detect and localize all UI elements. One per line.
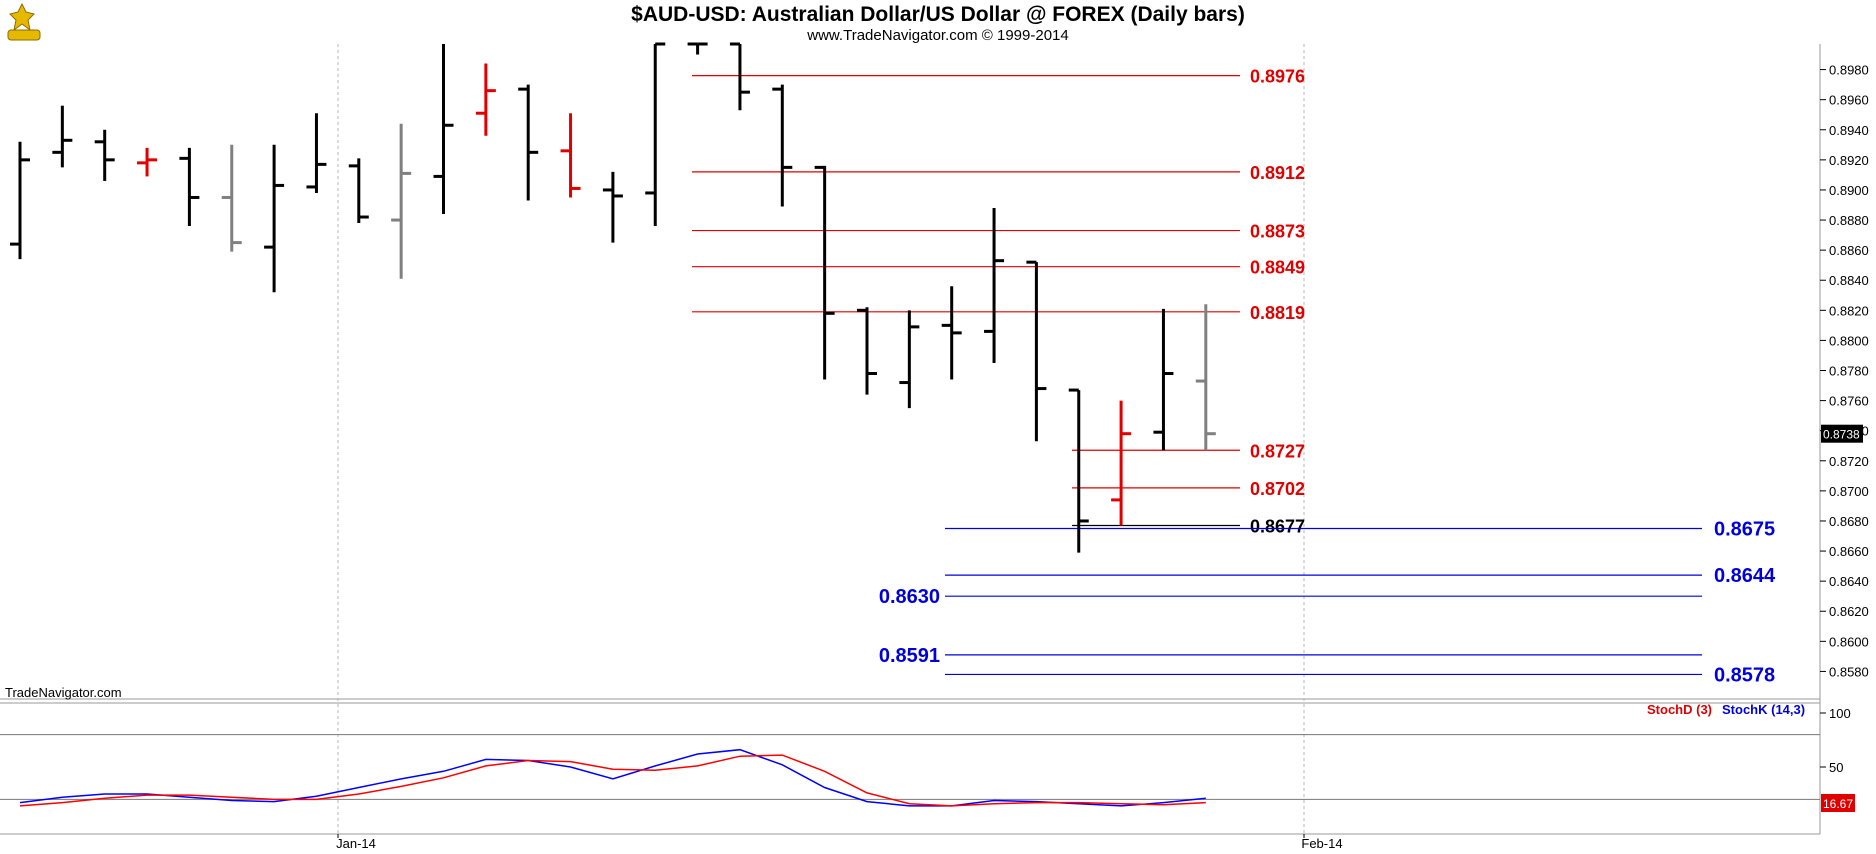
- stoch-tick-label: 50: [1829, 760, 1843, 775]
- ohlc-bar: [475, 63, 496, 136]
- vertical-gridlines: [337, 44, 1305, 834]
- ohlc-bar: [729, 42, 750, 111]
- price-tick-label: 0.8680: [1829, 514, 1869, 529]
- ohlc-bar: [984, 208, 1005, 363]
- time-axis: Jan-14 Feb-14: [336, 834, 1343, 851]
- watermark: TradeNavigator.com: [5, 685, 122, 700]
- price-tick-label: 0.8760: [1829, 394, 1869, 409]
- ohlc-bar: [941, 286, 962, 380]
- price-tick-label: 0.8940: [1829, 123, 1869, 138]
- ohlc-bar: [137, 147, 158, 177]
- price-tick-label: 0.8580: [1829, 664, 1869, 679]
- ohlc-bar: [560, 113, 581, 198]
- ohlc-bar: [94, 129, 115, 181]
- price-tick-label: 0.8780: [1829, 364, 1869, 379]
- price-level-label: 0.8873: [1250, 222, 1305, 242]
- price-tick-label: 0.8800: [1829, 333, 1869, 348]
- price-tick-label: 0.8600: [1829, 634, 1869, 649]
- stoch-legend-item: StochK (14,3): [1722, 702, 1805, 717]
- chart-subtitle: www.TradeNavigator.com © 1999-2014: [806, 27, 1068, 44]
- ohlc-bar: [687, 42, 708, 55]
- stoch-d-line: [19, 754, 1206, 807]
- stoch-last-value-tag: [1821, 793, 1855, 812]
- ohlc-bar: [1068, 388, 1089, 553]
- ohlc-bar: [391, 123, 412, 279]
- stoch-legend-item: StochD (3): [1647, 702, 1712, 717]
- last-price-label: 0.8738: [1823, 428, 1860, 442]
- price-level-label: 0.8976: [1250, 67, 1305, 87]
- price-levels: 0.8976 0.8912 0.8873 0.8849 0.8819 0.8727 0.87…: [692, 67, 1776, 686]
- ohlc-bar: [518, 84, 539, 201]
- price-tick-label: 0.8900: [1829, 183, 1869, 198]
- price-level-label: 0.8819: [1250, 303, 1305, 323]
- price-tick-label: 0.8720: [1829, 454, 1869, 469]
- price-level-label: 0.8912: [1250, 163, 1305, 183]
- chart-title: $AUD-USD: Australian Dollar/US Dollar @ …: [631, 3, 1245, 26]
- ohlc-bar: [433, 44, 454, 215]
- time-tick-label: Jan-14: [336, 836, 376, 851]
- price-level-label: 0.8727: [1250, 441, 1305, 461]
- ohlc-bar: [10, 141, 30, 260]
- price-level-label: 0.8849: [1250, 258, 1305, 278]
- price-level-label: 0.8578: [1714, 664, 1775, 686]
- ohlc-bar: [179, 147, 200, 227]
- price-tick-label: 0.8960: [1829, 93, 1869, 108]
- last-price-tag: [1821, 424, 1863, 443]
- price-tick-label: 0.8920: [1829, 153, 1869, 168]
- price-tick-label: 0.8880: [1829, 213, 1869, 228]
- price-level-label: 0.8591: [879, 645, 940, 667]
- ohlc-bar: [645, 42, 666, 227]
- stochastic-panel: 100 50 StochD (3) StochK (14,3) 16.67: [0, 702, 1855, 812]
- price-level-label: 0.8702: [1250, 479, 1305, 499]
- tradenavigator-logo-icon: [7, 2, 41, 41]
- price-axis: 0.8980 0.8960 0.8940 0.8920 0.8900 0.8880 0.88…: [1820, 63, 1869, 679]
- ohlc-bars: [10, 42, 1216, 553]
- ohlc-bar: [348, 158, 369, 224]
- price-tick-label: 0.8840: [1829, 273, 1869, 288]
- price-tick-label: 0.8820: [1829, 303, 1869, 318]
- stoch-tick-label: 100: [1829, 706, 1851, 721]
- ohlc-bar: [221, 144, 242, 252]
- ohlc-bar: [264, 144, 285, 293]
- price-tick-label: 0.8660: [1829, 544, 1869, 559]
- price-tick-label: 0.8620: [1829, 604, 1869, 619]
- price-level-label: 0.8630: [879, 586, 940, 608]
- stoch-last-value-label: 16.67: [1823, 797, 1853, 811]
- ohlc-bar: [857, 307, 877, 395]
- ohlc-bar: [602, 171, 623, 243]
- price-level-label: 0.8677: [1250, 516, 1305, 536]
- ohlc-bar: [306, 113, 327, 193]
- price-level-label: 0.8644: [1714, 565, 1776, 587]
- ohlc-bar: [1153, 308, 1174, 451]
- time-tick-label: Feb-14: [1301, 836, 1342, 851]
- ohlc-bar: [1195, 304, 1216, 451]
- price-level-label: 0.8675: [1714, 518, 1775, 540]
- price-tick-label: 0.8640: [1829, 574, 1869, 589]
- ohlc-bar: [1111, 400, 1132, 526]
- price-tick-label: 0.8860: [1829, 243, 1869, 258]
- ohlc-bar: [52, 105, 73, 168]
- ohlc-bar: [899, 310, 920, 409]
- ohlc-bar: [772, 84, 793, 207]
- ohlc-bar: [814, 165, 835, 380]
- ohlc-bar: [1026, 260, 1047, 442]
- price-tick-label: 0.8980: [1829, 63, 1869, 78]
- stoch-k-line: [19, 748, 1206, 807]
- price-tick-label: 0.8700: [1829, 484, 1869, 499]
